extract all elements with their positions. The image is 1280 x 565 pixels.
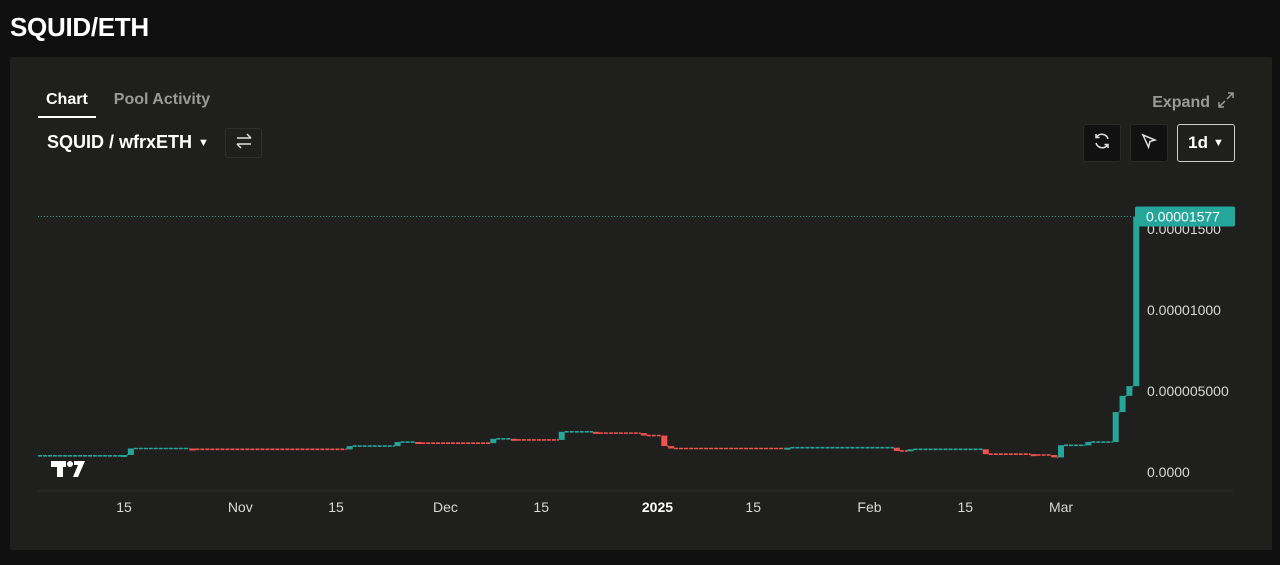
candle <box>668 446 675 449</box>
candle <box>1030 454 1037 457</box>
candle <box>490 438 497 444</box>
candle <box>592 431 599 434</box>
candle <box>640 433 647 436</box>
candle <box>415 442 422 445</box>
x-tick-label: Dec <box>433 499 458 515</box>
candle <box>394 442 401 447</box>
candle <box>1126 386 1133 396</box>
x-tick-label: 15 <box>116 499 132 515</box>
pair-label: SQUID / wfrxETH <box>47 132 193 152</box>
last-price-label: 0.00001577 <box>1146 209 1220 225</box>
tradingview-logo <box>51 461 85 477</box>
x-tick-label: Nov <box>228 499 253 515</box>
expand-label: Expand <box>1152 93 1210 111</box>
pair-selector[interactable]: SQUID / wfrxETH ▼ <box>47 132 209 153</box>
tab-pool-activity[interactable]: Pool Activity <box>113 91 211 108</box>
candle <box>907 449 914 452</box>
candle <box>127 448 134 455</box>
y-tick-label: 0.000005000 <box>1147 383 1229 399</box>
candle <box>510 438 517 441</box>
chart-panel: Chart Pool Activity Expand SQUID / wfrxE… <box>10 57 1272 550</box>
candle <box>121 454 127 457</box>
candle <box>661 435 668 447</box>
candle <box>1119 395 1126 413</box>
cursor-button[interactable] <box>1130 124 1168 162</box>
x-tick-label: 15 <box>533 499 549 515</box>
x-tick-label: 15 <box>745 499 761 515</box>
candle <box>1112 412 1119 443</box>
refresh-icon <box>1093 132 1111 155</box>
interval-label: 1d <box>1188 133 1208 152</box>
last-price-badge <box>1135 206 1235 227</box>
swap-arrows-icon <box>235 132 253 154</box>
tab-bar: Chart Pool Activity <box>38 87 218 118</box>
x-tick-label: 2025 <box>642 499 673 515</box>
x-tick-label: Feb <box>857 499 881 515</box>
y-tick-label: 0.00001000 <box>1147 302 1221 318</box>
tab-chart[interactable]: Chart <box>38 87 96 118</box>
x-tick-label: 15 <box>957 499 973 515</box>
expand-icon <box>1216 90 1236 115</box>
x-tick-label: 15 <box>328 499 344 515</box>
candle <box>1085 442 1092 446</box>
candle <box>1058 445 1064 458</box>
candle <box>1051 454 1058 458</box>
caret-down-icon: ▼ <box>198 136 209 149</box>
candle <box>1133 216 1140 387</box>
page-title: SQUID/ETH <box>10 12 149 42</box>
expand-button[interactable]: Expand <box>1152 90 1236 115</box>
y-tick-label: 0.0000 <box>1147 464 1190 480</box>
swap-pair-button[interactable] <box>225 128 262 158</box>
candle <box>346 446 353 450</box>
refresh-button[interactable] <box>1083 124 1121 162</box>
x-tick-label: Mar <box>1049 499 1073 515</box>
candle <box>784 447 791 450</box>
caret-down-icon: ▼ <box>1212 137 1224 149</box>
candle <box>189 448 196 451</box>
candle <box>893 447 900 451</box>
interval-selector[interactable]: 1d ▼ <box>1177 124 1235 162</box>
candle <box>558 431 565 440</box>
candle <box>982 449 989 455</box>
cursor-icon <box>1140 132 1158 155</box>
